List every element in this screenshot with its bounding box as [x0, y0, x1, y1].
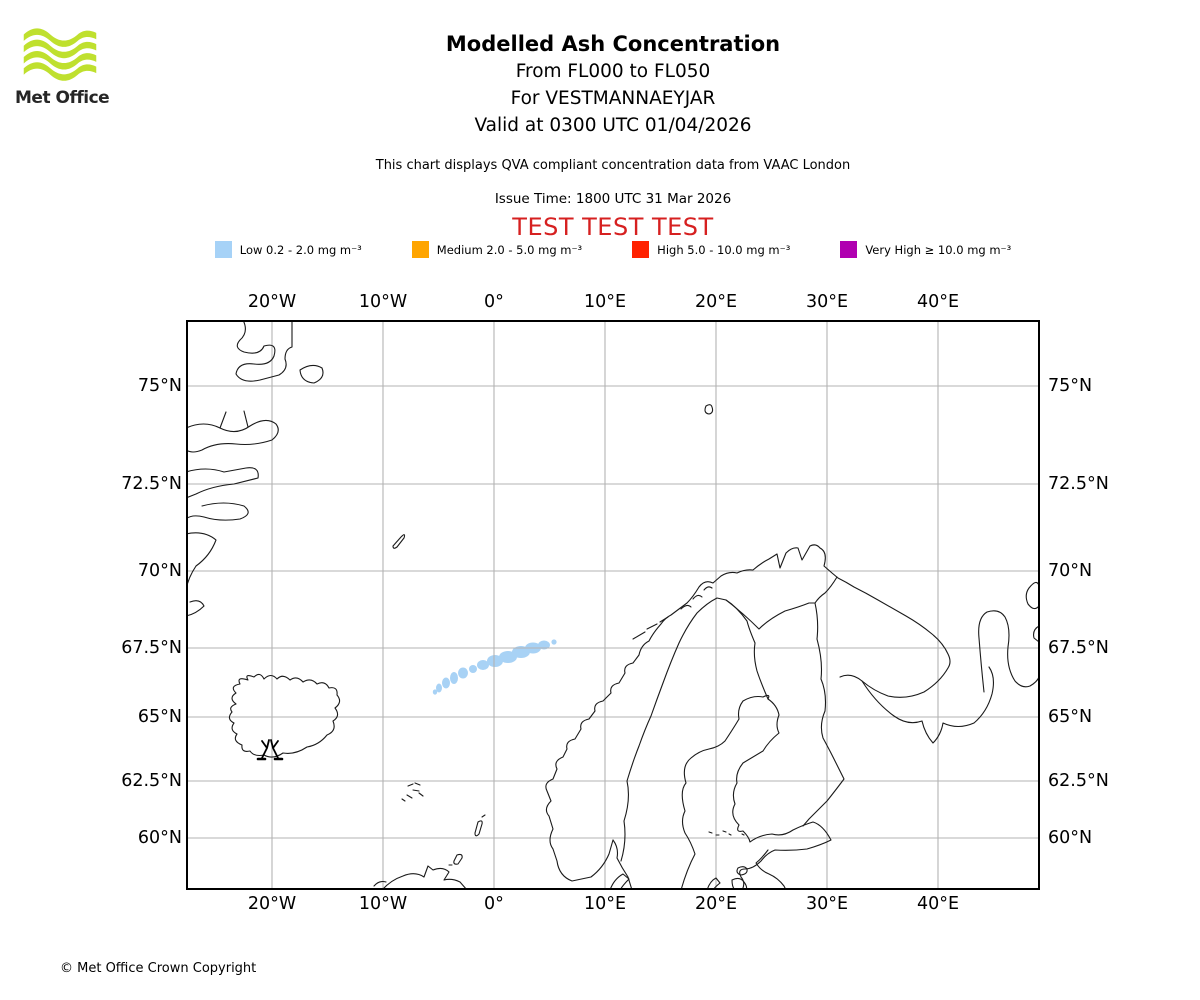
- lon-label-bottom-10e: 10°E: [583, 894, 627, 914]
- lon-label-bottom-0: 0°: [484, 894, 504, 914]
- border-norway-finland: [725, 599, 816, 630]
- coast-kolguev: [1025, 581, 1040, 610]
- lat-label-left-62-5n: 62.5°N: [121, 771, 182, 791]
- copyright-note: © Met Office Crown Copyright: [60, 961, 257, 976]
- very-high-label: Very High ≥ 10.0 mg m⁻³: [865, 242, 1012, 257]
- test-banner: TEST TEST TEST: [512, 213, 714, 241]
- lon-label-top-10w: 10°W: [358, 292, 408, 312]
- lat-label-right-60n: 60°N: [1048, 828, 1093, 848]
- lon-label-bottom-20e: 20°E: [694, 894, 738, 914]
- lon-label-bottom-10w: 10°W: [358, 894, 408, 914]
- coast-sweden-west: [612, 839, 633, 891]
- coast-bear-island: [704, 404, 714, 415]
- legend-item-high: High 5.0 - 10.0 mg m⁻³: [632, 241, 790, 258]
- lat-label-left-67-5n: 67.5°N: [121, 638, 182, 658]
- lon-label-top-10e: 10°E: [583, 292, 627, 312]
- medium-swatch: [411, 241, 429, 258]
- map-svg: [185, 319, 1040, 893]
- issue-time: Issue Time: 1800 UTC 31 Mar 2026: [494, 191, 732, 207]
- high-label: High 5.0 - 10.0 mg m⁻³: [657, 242, 791, 257]
- lat-label-left-72-5n: 72.5°N: [121, 474, 182, 494]
- lon-label-bottom-30e: 30°E: [805, 894, 849, 914]
- volcano-subtitle: For VESTMANNAEYJAR: [510, 88, 716, 109]
- coast-shetland: [474, 814, 486, 837]
- concentration-legend: Low 0.2 - 2.0 mg m⁻³ Medium 2.0 - 5.0 mg…: [0, 241, 1200, 258]
- lon-label-top-20w: 20°W: [247, 292, 297, 312]
- map-area: [185, 319, 1040, 893]
- lon-label-bottom-40e: 40°E: [916, 894, 960, 914]
- coast-scotland: [381, 865, 468, 891]
- flight-level-subtitle: From FL000 to FL050: [515, 61, 711, 82]
- coast-norway: [545, 544, 951, 882]
- coast-lofoten: [632, 616, 669, 640]
- coastlines: [185, 319, 1040, 893]
- low-label: Low 0.2 - 2.0 mg m⁻³: [239, 242, 362, 257]
- coast-greenland: [235, 319, 293, 382]
- coast-iceland: [228, 673, 341, 758]
- lat-label-left-65n: 65°N: [137, 707, 182, 727]
- border-finland-russia: [802, 602, 845, 827]
- coast-estonia: [755, 849, 787, 891]
- map-border: [186, 320, 1040, 890]
- lon-label-top-40e: 40°E: [916, 292, 960, 312]
- lat-label-right-62-5n: 62.5°N: [1048, 771, 1109, 791]
- coast-white-sea: [861, 666, 995, 744]
- volcano-marker: [256, 739, 284, 761]
- coast-faroes: [401, 782, 424, 802]
- valid-time-subtitle: Valid at 0300 UTC 01/04/2026: [474, 115, 752, 136]
- met-office-logo-text: Met Office: [15, 88, 110, 108]
- legend-item-medium: Medium 2.0 - 5.0 mg m⁻³: [411, 241, 583, 258]
- lon-label-top-0: 0°: [484, 292, 504, 312]
- low-swatch: [214, 241, 232, 258]
- title-block: Modelled Ash Concentration From FL000 to…: [0, 30, 1200, 139]
- coast-baltic: [680, 694, 832, 891]
- ash-plume: [432, 639, 557, 695]
- lat-label-left-70n: 70°N: [137, 561, 182, 581]
- lat-label-left-75n: 75°N: [137, 376, 182, 396]
- high-swatch: [632, 241, 650, 258]
- lat-label-right-65n: 65°N: [1048, 707, 1093, 727]
- qva-compliance-note: This chart displays QVA compliant concen…: [375, 158, 851, 173]
- medium-label: Medium 2.0 - 5.0 mg m⁻³: [436, 242, 583, 257]
- legend-item-low: Low 0.2 - 2.0 mg m⁻³: [214, 241, 362, 258]
- coast-kanin: [978, 610, 1040, 693]
- logo-wave-stripes: [23, 28, 97, 81]
- legend-item-very-high: Very High ≥ 10.0 mg m⁻³: [840, 241, 1011, 258]
- very-high-swatch: [840, 241, 858, 258]
- lat-label-right-75n: 75°N: [1048, 376, 1093, 396]
- border-norway-russia: [814, 576, 838, 604]
- lat-label-right-72-5n: 72.5°N: [1048, 474, 1109, 494]
- coast-orkney: [448, 853, 463, 866]
- lon-label-top-20e: 20°E: [694, 292, 738, 312]
- graticule: [186, 320, 1040, 890]
- coast-denmark: [609, 873, 630, 891]
- lon-label-bottom-20w: 20°W: [247, 894, 297, 914]
- coast-jan-mayen: [392, 534, 406, 549]
- met-office-logo-waves: [23, 28, 97, 81]
- border-norway-sweden: [620, 597, 727, 862]
- lat-label-left-60n: 60°N: [137, 828, 182, 848]
- lat-label-right-67-5n: 67.5°N: [1048, 638, 1109, 658]
- border-sweden-finland: [725, 599, 769, 700]
- chart-title: Modelled Ash Concentration: [445, 32, 781, 56]
- coast-aland: [708, 830, 745, 836]
- lat-label-right-70n: 70°N: [1048, 561, 1093, 581]
- lon-label-top-30e: 30°E: [805, 292, 849, 312]
